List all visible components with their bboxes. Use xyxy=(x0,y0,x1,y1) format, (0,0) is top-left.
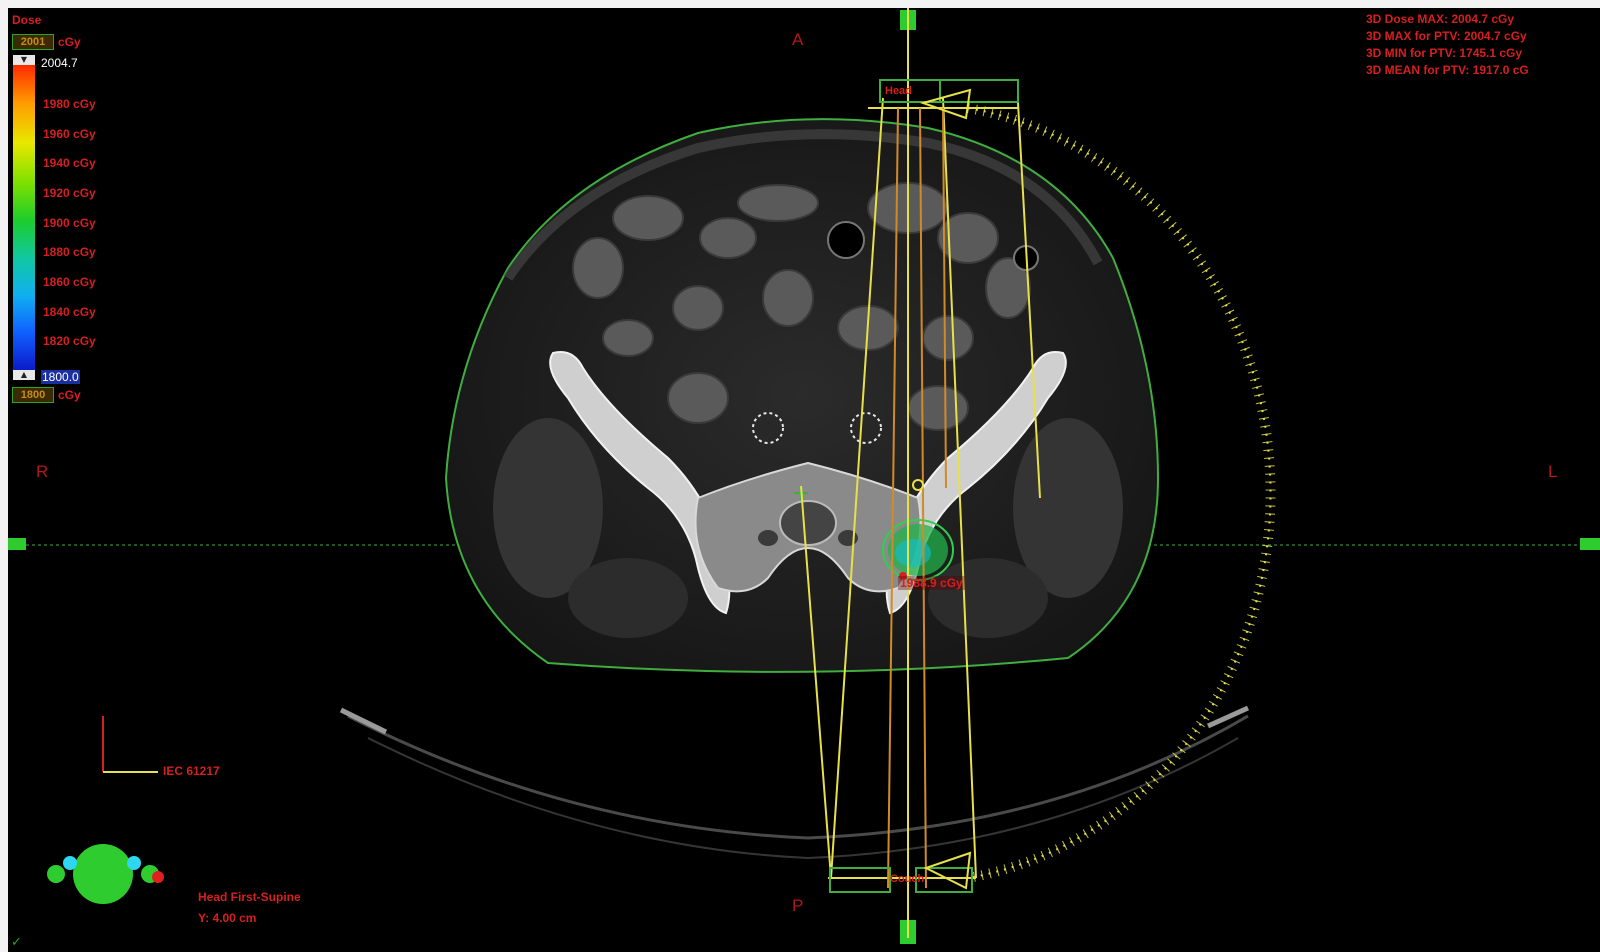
sacral-foramen xyxy=(758,530,778,546)
dose-panel-title: Dose xyxy=(12,13,42,27)
crosshair-left-handle xyxy=(8,538,26,550)
dose-stat-line: 3D MAX for PTV: 2004.7 cGy xyxy=(1366,29,1527,43)
bowel-loops xyxy=(572,182,1031,431)
patient-orientation-icon xyxy=(47,844,164,904)
patient-position-label: Head First-Supine xyxy=(198,890,301,904)
abdominal-wall xyxy=(503,129,1103,281)
dose-stat-line: 3D MIN for PTV: 1745.1 cGy xyxy=(1366,46,1523,60)
posterior-muscle xyxy=(928,558,1048,638)
dose-wash-core xyxy=(895,539,931,567)
sacral-canal xyxy=(779,500,837,546)
right-iliac-wing xyxy=(549,351,731,615)
dose-stat-line: 3D MEAN for PTV: 1917.0 cG xyxy=(1366,63,1529,77)
dose-level-label: 1900 cGy xyxy=(43,216,96,230)
beam-head-label: Head xyxy=(885,85,912,97)
gantry-start-arrow xyxy=(919,88,972,120)
dose-down-arrow-icon[interactable]: ▲ xyxy=(13,370,35,380)
beam-isocenter xyxy=(912,479,924,491)
left-gluteal-muscle xyxy=(493,418,603,598)
dose-lower-input[interactable]: 1800 xyxy=(12,387,54,403)
left-iliac-wing xyxy=(885,351,1067,615)
slice-position-label: Y: 4.00 cm xyxy=(198,911,257,925)
dose-level-label: 1960 cGy xyxy=(43,127,96,141)
orientation-posterior: P xyxy=(792,896,804,915)
orientation-right: R xyxy=(36,462,49,481)
beam-couch-label: Couch xyxy=(890,873,925,885)
couch-right-edge xyxy=(1206,705,1250,729)
orientation-anterior: A xyxy=(792,30,804,49)
dose-stat-line: 3D Dose MAX: 2004.7 cGy xyxy=(1366,12,1515,26)
beam-fields-orange xyxy=(887,107,947,889)
dose-up-arrow-icon[interactable]: ▼ xyxy=(13,55,35,65)
gantry-arc xyxy=(967,107,1272,879)
gas-bubble xyxy=(827,221,865,259)
ct-slice-image xyxy=(8,8,1600,944)
crosshair-right-handle xyxy=(1580,538,1600,550)
dose-point-marker xyxy=(899,572,907,580)
dose-level-label: 1820 cGy xyxy=(43,334,96,348)
dose-upper-input[interactable]: 2001 xyxy=(12,34,54,50)
couch-left-edge xyxy=(339,707,388,735)
dose-lower-unit: cGy xyxy=(58,388,81,402)
dose-level-label: 1880 cGy xyxy=(43,245,96,259)
dose-upper-unit: cGy xyxy=(58,35,81,49)
beam-collimator xyxy=(829,79,1019,893)
dose-level-label: 1920 cGy xyxy=(43,186,96,200)
posterior-muscle xyxy=(568,558,688,638)
gantry-end-arrow xyxy=(923,851,972,890)
dose-level-label: 1940 cGy xyxy=(43,156,96,170)
point-dose-label: 1988.9 cGy xyxy=(898,576,965,590)
dose-max-value: 2004.7 xyxy=(41,56,78,70)
check-icon: ✓ xyxy=(11,935,22,950)
ptv-contour xyxy=(882,519,954,581)
dose-level-label: 1980 cGy xyxy=(43,97,96,111)
calcified-vessel xyxy=(850,412,882,444)
ct-viewport[interactable]: Dose 2001 cGy ▼ 2004.7 1980 cGy 1960 cGy… xyxy=(8,8,1600,952)
calcified-vessel xyxy=(752,412,784,444)
dose-level-label: 1840 cGy xyxy=(43,305,96,319)
couch-top xyxy=(347,714,1249,840)
dose-color-bar xyxy=(13,65,35,376)
coordinate-system-label: IEC 61217 xyxy=(163,764,220,778)
orientation-left: L xyxy=(1548,462,1558,481)
couch-bottom xyxy=(367,737,1239,860)
dose-min-value: 1800.0 xyxy=(41,370,80,384)
dose-level-label: 1860 cGy xyxy=(43,275,96,289)
right-gluteal-muscle xyxy=(1013,418,1123,598)
